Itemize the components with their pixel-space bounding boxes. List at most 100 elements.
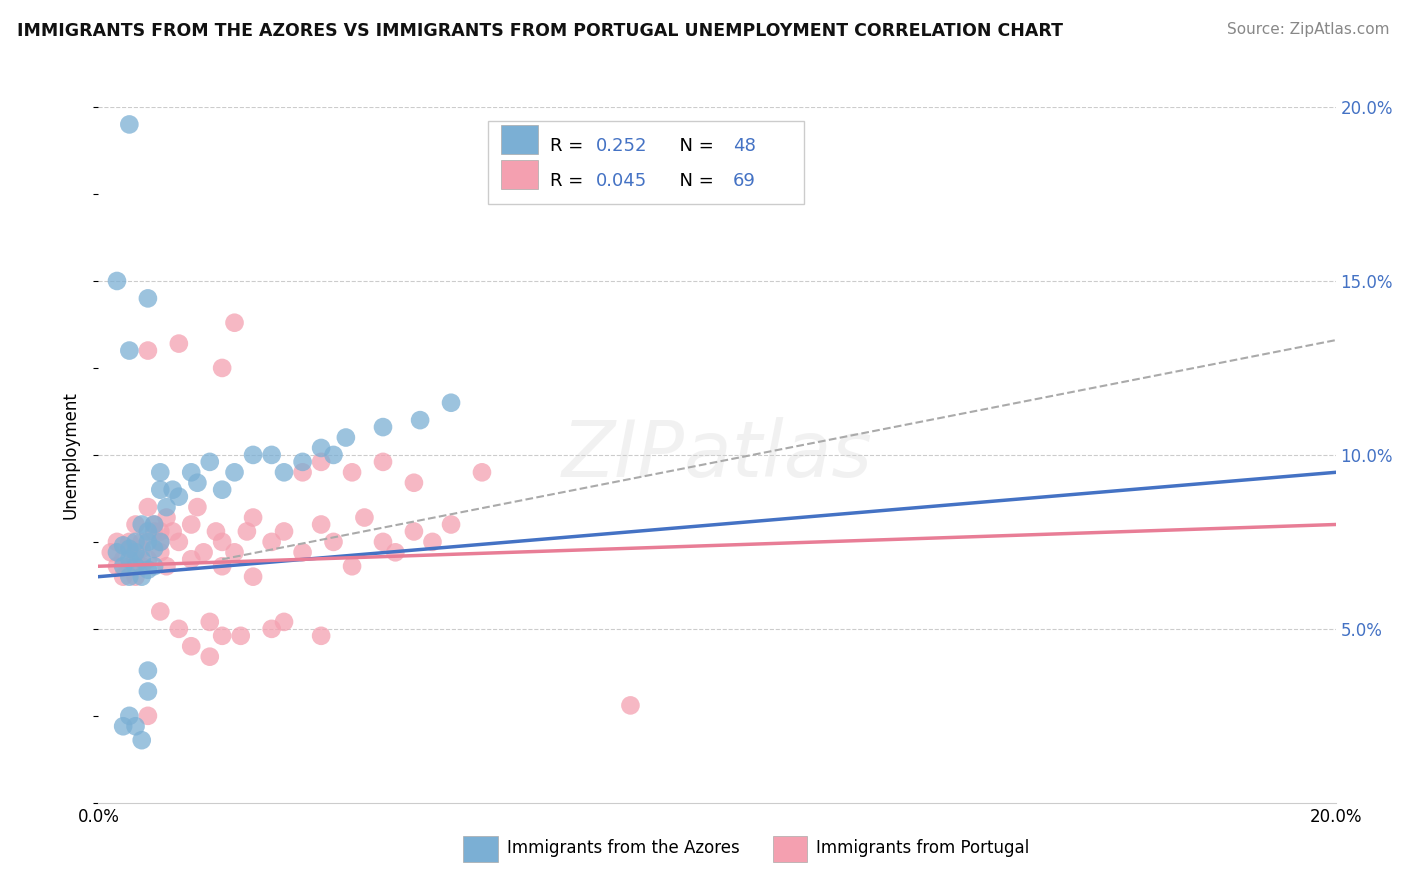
Point <box>211 483 233 497</box>
Point <box>136 664 159 678</box>
Point <box>136 708 159 723</box>
Point <box>136 291 159 305</box>
Point <box>224 466 246 480</box>
FancyBboxPatch shape <box>773 836 807 862</box>
Text: N =: N = <box>668 137 718 155</box>
Point <box>131 534 153 549</box>
Point <box>291 545 314 559</box>
Point <box>180 639 202 653</box>
Point <box>100 545 122 559</box>
Point <box>124 719 146 733</box>
Point <box>149 534 172 549</box>
Y-axis label: Unemployment: Unemployment <box>62 391 80 519</box>
Text: Immigrants from Portugal: Immigrants from Portugal <box>815 839 1029 857</box>
Point <box>143 517 166 532</box>
Point <box>242 448 264 462</box>
Point <box>105 545 128 559</box>
Point <box>242 510 264 524</box>
Point <box>131 570 153 584</box>
Point <box>136 684 159 698</box>
Text: R =: R = <box>550 172 589 190</box>
Text: IMMIGRANTS FROM THE AZORES VS IMMIGRANTS FROM PORTUGAL UNEMPLOYMENT CORRELATION : IMMIGRANTS FROM THE AZORES VS IMMIGRANTS… <box>17 22 1063 40</box>
FancyBboxPatch shape <box>488 121 804 204</box>
Point <box>309 441 332 455</box>
Point <box>371 534 394 549</box>
Text: Immigrants from the Azores: Immigrants from the Azores <box>506 839 740 857</box>
Point <box>112 570 135 584</box>
Point <box>186 500 208 514</box>
Point <box>402 475 425 490</box>
Point <box>149 483 172 497</box>
Point <box>155 510 177 524</box>
Text: 48: 48 <box>733 137 756 155</box>
Point <box>440 396 463 410</box>
Point <box>211 559 233 574</box>
Point <box>384 545 406 559</box>
Point <box>112 559 135 574</box>
Point <box>143 541 166 556</box>
Text: 0.252: 0.252 <box>596 137 647 155</box>
Point <box>136 500 159 514</box>
Text: 69: 69 <box>733 172 756 190</box>
Point <box>180 517 202 532</box>
Point <box>167 336 190 351</box>
Point <box>353 510 375 524</box>
Point <box>322 448 344 462</box>
Point <box>180 466 202 480</box>
Point <box>112 538 135 552</box>
Point <box>124 517 146 532</box>
Point <box>236 524 259 539</box>
Point <box>131 559 153 574</box>
Point <box>260 534 283 549</box>
Point <box>143 559 166 574</box>
Point <box>205 524 228 539</box>
Point <box>193 545 215 559</box>
Point <box>167 622 190 636</box>
Point <box>186 475 208 490</box>
Point <box>402 524 425 539</box>
Point <box>167 534 190 549</box>
Point <box>309 455 332 469</box>
Point <box>198 455 221 469</box>
Point <box>155 559 177 574</box>
Point <box>118 534 141 549</box>
Point <box>309 629 332 643</box>
Point <box>149 466 172 480</box>
Point <box>118 343 141 358</box>
Point <box>619 698 641 713</box>
Point <box>136 524 159 539</box>
Point <box>198 649 221 664</box>
Text: N =: N = <box>668 172 718 190</box>
Point <box>229 629 252 643</box>
FancyBboxPatch shape <box>464 836 498 862</box>
Point <box>136 534 159 549</box>
Point <box>131 733 153 747</box>
Point <box>211 534 233 549</box>
Point <box>440 517 463 532</box>
Point <box>143 524 166 539</box>
Point <box>118 552 141 566</box>
Point <box>224 316 246 330</box>
Point <box>335 431 357 445</box>
Point <box>291 466 314 480</box>
Point <box>211 360 233 375</box>
Point <box>105 559 128 574</box>
Point <box>149 534 172 549</box>
Point <box>322 534 344 549</box>
Point <box>273 524 295 539</box>
Point <box>118 541 141 556</box>
Point <box>155 500 177 514</box>
Point <box>242 570 264 584</box>
Point <box>309 517 332 532</box>
Point <box>340 559 363 574</box>
Point <box>409 413 432 427</box>
Point <box>118 708 141 723</box>
Point <box>149 605 172 619</box>
Point <box>162 524 184 539</box>
Point <box>131 517 153 532</box>
Point <box>180 552 202 566</box>
Point <box>131 541 153 556</box>
Point <box>371 420 394 434</box>
Point <box>162 483 184 497</box>
Point <box>471 466 494 480</box>
